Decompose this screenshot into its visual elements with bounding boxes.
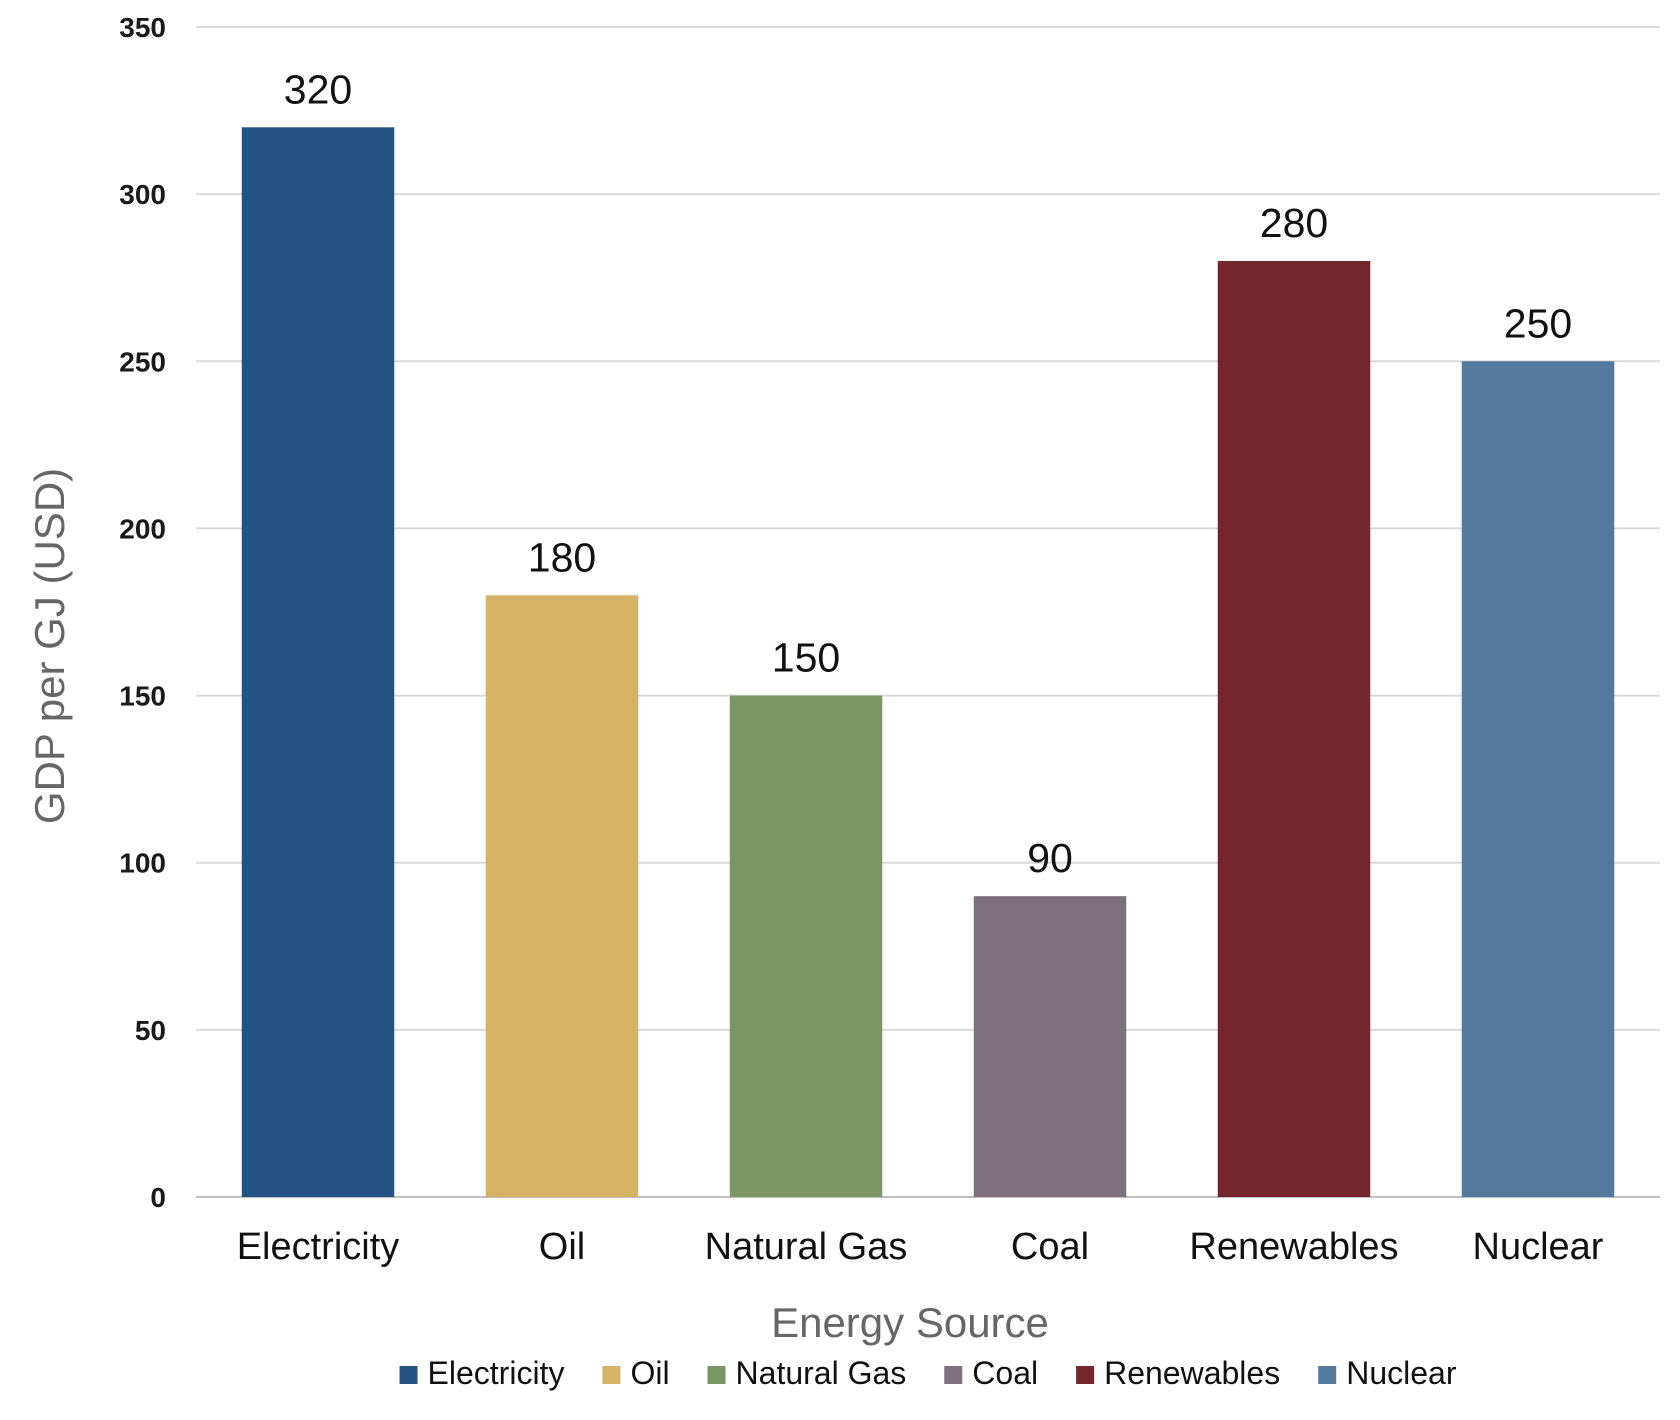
data-label: 320 [284,66,352,112]
y-tick-label: 250 [119,346,166,377]
data-label: 180 [528,534,596,580]
x-tick-label: Electricity [237,1226,400,1268]
y-axis-title: GDP per GJ (USD) [26,468,73,824]
legend-label: Electricity [428,1355,565,1391]
y-tick-label: 100 [119,848,166,879]
x-axis-ticks: Electricity Oil Natural Gas Coal Renewables N… [237,1226,1604,1268]
y-tick-label: 200 [119,513,166,544]
x-tick-label: Nuclear [1473,1226,1604,1268]
data-label: 150 [772,635,840,681]
y-tick-label: 50 [135,1015,166,1046]
legend-label: Renewables [1104,1355,1280,1391]
bar-oil [485,595,639,1197]
legend-swatch [399,1366,418,1384]
legend-label: Coal [972,1355,1038,1391]
legend-swatch [707,1366,726,1384]
legend-item-coal: Coal [944,1355,1038,1391]
bar-nuclear [1461,361,1615,1197]
x-tick-label: Renewables [1189,1226,1398,1268]
data-labels: 320 180 150 90 280 250 [284,66,1572,881]
y-tick-label: 0 [150,1182,166,1213]
legend: Electricity Oil Natural Gas Coal Renewables N… [399,1355,1457,1391]
gridlines [196,26,1660,1198]
y-tick-label: 350 [119,12,166,43]
legend-swatch [1318,1366,1337,1384]
bars [241,127,1615,1197]
bar-coal [973,896,1127,1197]
x-tick-label: Oil [539,1226,585,1268]
legend-item-electricity: Electricity [399,1355,565,1391]
legend-item-renewables: Renewables [1076,1355,1280,1391]
y-tick-label: 300 [119,179,166,210]
data-label: 280 [1260,200,1328,246]
data-label: 250 [1504,300,1572,346]
legend-swatch [602,1366,621,1384]
bar-natural-gas [729,695,883,1197]
legend-item-natural-gas: Natural Gas [707,1355,907,1391]
legend-swatch [1076,1366,1095,1384]
legend-item-nuclear: Nuclear [1318,1355,1457,1391]
data-label: 90 [1027,835,1073,881]
bar-renewables [1217,261,1371,1197]
legend-label: Nuclear [1346,1355,1457,1391]
y-axis-ticks: 0 50 100 150 200 250 300 350 [119,12,166,1213]
x-tick-label: Natural Gas [705,1226,908,1268]
bar-electricity [241,127,395,1197]
legend-swatch [944,1366,963,1384]
legend-label: Natural Gas [736,1355,907,1391]
x-axis-title: Energy Source [771,1299,1049,1346]
y-tick-label: 150 [119,681,166,712]
legend-item-oil: Oil [602,1355,670,1391]
legend-label: Oil [630,1355,669,1391]
x-tick-label: Coal [1011,1226,1089,1268]
